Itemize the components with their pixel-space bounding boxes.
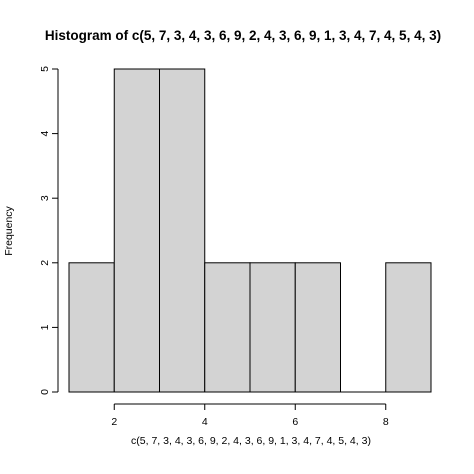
- y-tick-label: 5: [39, 66, 51, 72]
- histogram-bar-8: [385, 262, 432, 393]
- histogram-bar-3: [159, 68, 206, 393]
- x-tick-label: 4: [202, 416, 208, 428]
- bars-group: [68, 68, 432, 393]
- x-tick-label: 8: [383, 416, 389, 428]
- histogram-bar-2: [113, 68, 160, 393]
- x-tick-label: 6: [292, 416, 298, 428]
- y-tick-label: 0: [39, 389, 51, 395]
- histogram-bar-1: [68, 262, 115, 393]
- x-axis-label: c(5, 7, 3, 4, 3, 6, 9, 2, 4, 3, 6, 9, 1,…: [131, 435, 371, 447]
- y-axis: 0 1 2 3 4 5: [39, 66, 59, 395]
- histogram-bar-5: [249, 262, 296, 393]
- histogram-bar-6: [294, 262, 341, 393]
- y-tick-label: 3: [39, 195, 51, 201]
- chart-title: Histogram of c(5, 7, 3, 4, 3, 6, 9, 2, 4…: [45, 28, 441, 43]
- x-tick-label: 2: [111, 416, 117, 428]
- histogram-bar-4: [204, 262, 251, 393]
- y-tick-label: 2: [39, 260, 51, 266]
- y-tick-label: 4: [39, 131, 51, 137]
- x-axis: 2 4 6 8: [111, 403, 389, 428]
- y-axis-label: Frequency: [3, 205, 15, 255]
- y-tick-label: 1: [39, 324, 51, 330]
